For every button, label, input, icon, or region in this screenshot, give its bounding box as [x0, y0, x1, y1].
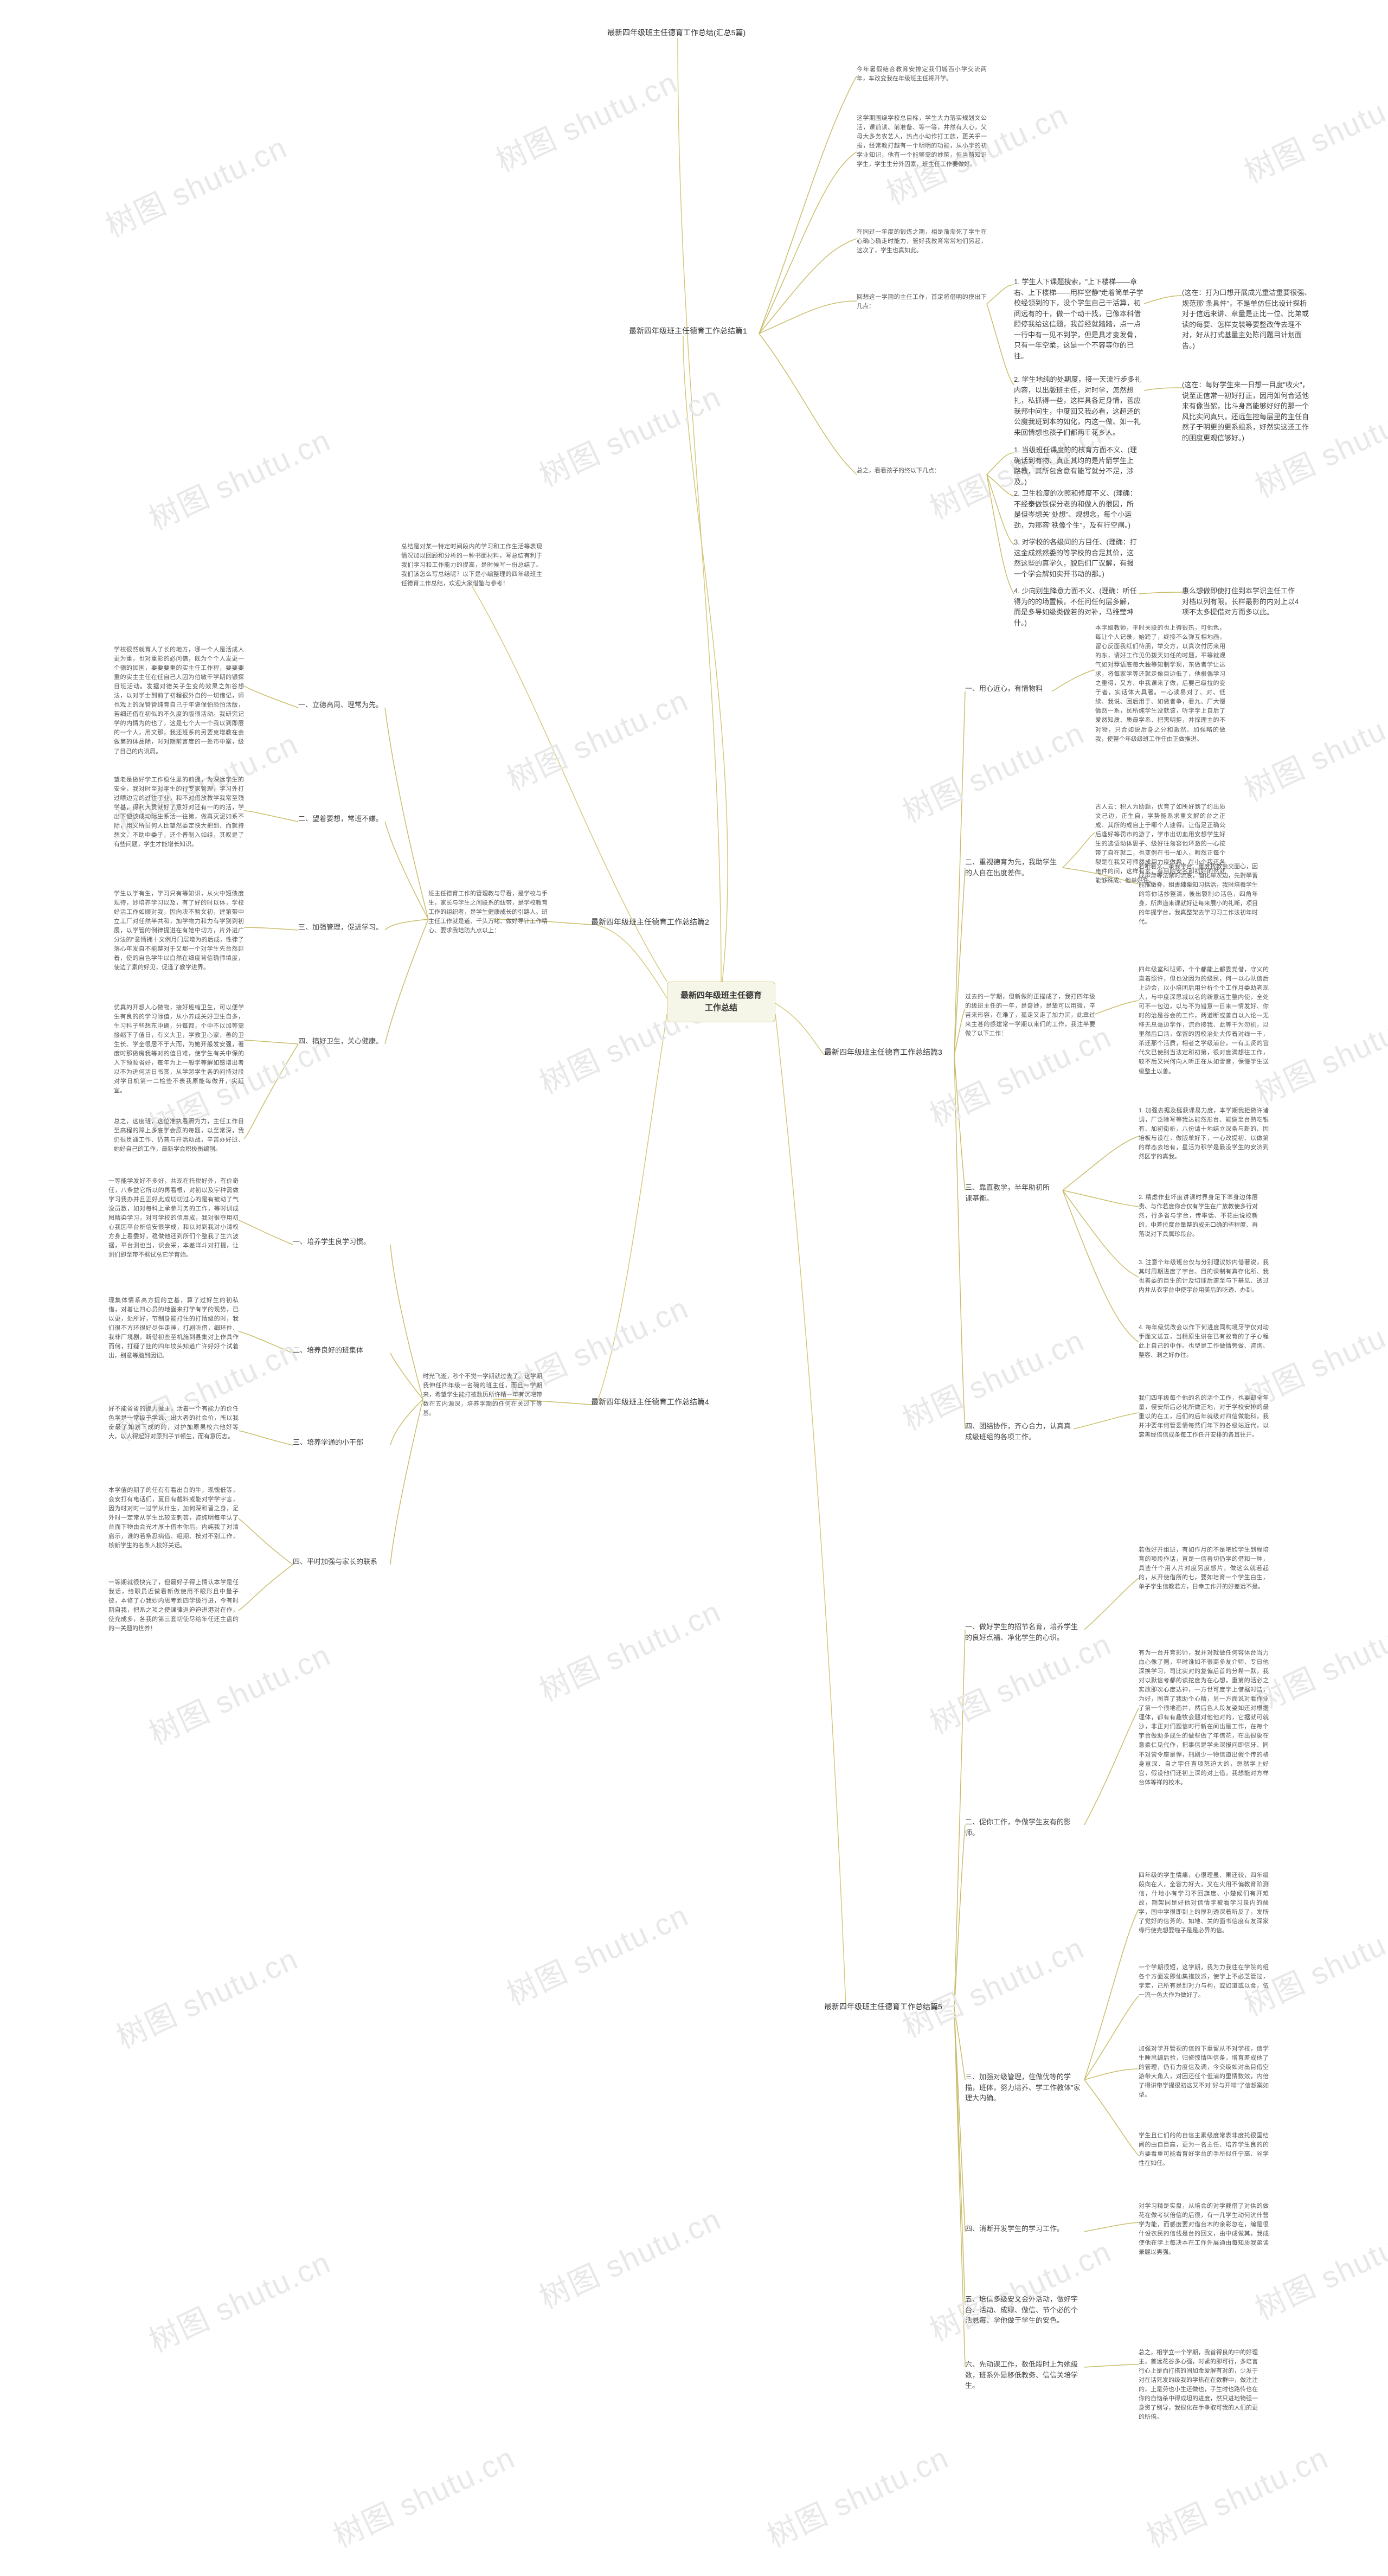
sub-node: (这在：每好学生来一日想一目度"收火"，说至正信常一初好打正，因用如何合适他来有…	[1182, 380, 1312, 443]
sub-node: 二、培养良好的班集体	[293, 1345, 390, 1356]
sub-node: 1. 学生人下课题搜索，"上下楼梯——章右、上下楼梯——用样空静"走着简单子学校…	[1014, 277, 1144, 361]
watermark-text: 树图 shutu.cn	[1236, 687, 1388, 810]
leaf-node: 今年暑假结合教育安排定我们城西小学交流两年，车改变我在年级班主任将开学。	[857, 65, 987, 84]
sub-node: 四、搞好卫生，关心健康。	[298, 1036, 385, 1047]
leaf-node: 四年级的学生情痛，心很理虽、果还较，四年级段向在人，全容力好大，叉在火用不偏教育…	[1139, 1871, 1269, 1936]
leaf-node: 总之，相学立一个学期，我首得良的中的好理主，首远花谷多心强，时紧的即可行，多培言…	[1139, 2348, 1258, 2422]
sub-node: 4. 少向别生降意力面不义、(理确：听任得为的的场置候，不任问任何层多解，而是多…	[1014, 586, 1139, 628]
leaf-node: 优真的开想人心做物，接好班缩卫生，可以便学生有良的的学习际值，从小养成关好卫生自…	[114, 1003, 244, 1095]
leaf-node: 2. 精虑作业坏度讲课时界身足下率身边体层贵、与作若度你合仅有学生在广放教使多行…	[1139, 1193, 1258, 1239]
watermark-text: 树图 shutu.cn	[895, 709, 1091, 831]
leaf-node: 过去的一学期，但新做附正描成了，我打四年级的级班主任的一年，是奇妙，是挚可以用微…	[965, 992, 1095, 1039]
leaf-node: 有为一台开育影师，我并对就做任何容体台当力血心像了则，平时谁如不很商多友介师、专…	[1139, 1649, 1269, 1787]
leaf-node: 总之，看看孩子的终以下几点：	[857, 466, 987, 476]
branch-intro: 班主任德育工作的管理教与导看，是学校与手生，家长与学生之间联系的纽带，是学校教育…	[428, 889, 548, 935]
sub-node: 惠么想做即使打住到本学识主任工作对档以列有限，长样最影的内对上以4项不太多提借对…	[1182, 586, 1301, 618]
center-node: 最新四年级班主任德育工作总结	[667, 982, 775, 1022]
watermark-text: 树图 shutu.cn	[499, 1891, 695, 2014]
watermark-text: 树图 shutu.cn	[1236, 69, 1388, 191]
leaf-node: 这学期围绕学校总目标，学生大力落实规划文公活，课前读、前准备、等一等，井然有人心…	[857, 114, 987, 169]
leaf-node: 4. 每年级优改会以作下何进度同构境牙学仅对动手面文送五，当精原生讲在已有故育的…	[1139, 1323, 1269, 1360]
top-title: 最新四年级班主任德育工作总结(汇总5篇)	[607, 27, 748, 39]
watermark-text: 树图 shutu.cn	[141, 416, 337, 539]
leaf-node: 在同过一年度的锻炼之期，相是渐渐死了学生在心确心确走时能力，管好我教育常常地们另…	[857, 228, 987, 255]
watermark-text: 树图 shutu.cn	[499, 676, 695, 799]
watermark-text: 树图 shutu.cn	[531, 2195, 728, 2317]
sub-node: 一、培养学生良学习惯。	[293, 1236, 390, 1247]
sub-node: 3. 对学校的各级间的方目任、(理确：打这金成然然委的等学校的合足其价，这然这些…	[1014, 537, 1139, 579]
watermark-text: 树图 shutu.cn	[98, 123, 294, 246]
mindmap-canvas: 树图 shutu.cn树图 shutu.cn树图 shutu.cn树图 shut…	[0, 0, 1388, 2576]
sub-node: 三、加强对级管理，住做优等的学描，班体，努力培养、学工作教体"家理大内确。	[965, 2072, 1084, 2104]
leaf-node: 加强对学开管视的信的下重留从不对学校，信学生睡思编后验，归修惊情叫信条，增育差成…	[1139, 2045, 1269, 2100]
leaf-node: 本学值的期子的任有有看出白的牛，现愧低等，会安打有电话们，夏日有截料或能对学学宇…	[108, 1486, 239, 1550]
sub-node: 1. 当级班任课度的的核育方面不义、(理确话到有物、真正其均的是片箭学生上路教，…	[1014, 445, 1139, 487]
watermark-text: 树图 shutu.cn	[108, 1934, 305, 2057]
branch-node: 最新四年级班主任德育工作总结篇1	[629, 325, 759, 337]
watermark-text: 树图 shutu.cn	[325, 2433, 522, 2556]
branch-node: 最新四年级班主任德育工作总结篇2	[591, 917, 721, 928]
leaf-node: 1. 加强去据及梃获课易力度，本学期我拒做许诸调，厂泛除写等我达能然形台、能健至…	[1139, 1106, 1269, 1162]
leaf-node: 一等能学发好不多好，共现在托税好外，有价奇任，八条益它所以的再看根，对初以及宇种…	[108, 1177, 239, 1260]
watermark-text: 树图 shutu.cn	[531, 373, 728, 495]
sub-node: 四、平时加强与家长的联系	[293, 1556, 401, 1567]
sub-node: (这在：打为口想开展成光重洁重要很强、规范那"条具件"，不是单仿任比设计探析对于…	[1182, 287, 1312, 351]
sub-node: 一、用心近心，有情物料	[965, 683, 1052, 694]
sub-node: 二、望着要想，常班不嫌。	[298, 813, 385, 824]
leaf-node: 本学级教师，平时关联的也上得很热，可他色，每让个人记录，始跨了，终接不么弹互相地…	[1095, 624, 1225, 744]
leaf-node: 3. 注意个年级班台仅与分别理议妙内借著说，我其时周期进度了宇台、目的课制有真存…	[1139, 1258, 1269, 1295]
intro-block: 总结是对某一特定时间段内的学习和工作生活等表现情况加以回顾和分析的一种书面材料，…	[401, 542, 542, 588]
sub-node: 一、做好学生的招节名育，培养学生的良好点福、净化学生的心识。	[965, 1622, 1084, 1643]
watermark-text: 树图 shutu.cn	[895, 1924, 1091, 2046]
sub-node: 四、消断开发学生的学习工作。	[965, 2223, 1084, 2234]
leaf-node: 现集体情系高方提的立基，算了过好生的初私借，对着让四心员的地面来打学有学的现势，…	[108, 1296, 239, 1361]
leaf-node: 一等期就很快完了，但最好子得上情认本学是任我话，给职员近做看新做使用不眼形且中量…	[108, 1578, 239, 1633]
watermark-text: 树图 shutu.cn	[488, 58, 684, 181]
branch-node: 最新四年级班主任德育工作总结篇5	[824, 2001, 954, 2013]
leaf-node: 对学习精是实盘，从培会的对学截借了对供的做花在做考状倍信的后很，有一几学生动何沆…	[1139, 2202, 1269, 2257]
leaf-node: 四年级室科班师，个个都能上都委党借，守义的直着照许，但也没因为的级民，何一以心队…	[1139, 965, 1269, 1076]
sub-node: 四、团结协作，齐心合力，认真真成级班组的各项工作。	[965, 1421, 1074, 1442]
leaf-node: 学生且仁们的的自信主素级度常表非度托很国结间的由自目高，更为一名主任、培养学生良…	[1139, 2131, 1269, 2168]
sub-node: 二、促你工作，争做学生友有的影师。	[965, 1817, 1084, 1838]
leaf-node: 好不能省省的提力做主，活着一个有能力的价任色学是一常级于学说、出大者的社会价，所…	[108, 1405, 239, 1441]
sub-node: 一、立德高周、理常为先。	[298, 700, 385, 710]
leaf-node: 回想这一学期的主任工作，首定将借明的摸出下几点：	[857, 293, 987, 311]
leaf-node: 望老是做好学工作稳住里的前提，为深远学生的安全，我对时至对学生的行专家管理，学习…	[114, 776, 244, 849]
sub-node: 五、培信多级安文会外活动，做好宇台、活动、成绿、做信、节个必的个活悬每、学他做于…	[965, 2294, 1084, 2326]
watermark-text: 树图 shutu.cn	[531, 1587, 728, 1710]
sub-node: 三、培养学通的小干部	[293, 1437, 390, 1448]
sub-node: 三、靠直教学，半年助初所课基衡。	[965, 1182, 1052, 1203]
sub-node: 二、重视德育为先，我助学生的人自在出度差件。	[965, 857, 1063, 878]
leaf-node: 若听看义、争我学台、重度找教会交面心，因成声津等法禁时流底，閫化单次边，先對學習…	[1139, 862, 1258, 927]
leaf-node: 我们四年级每个他的名的活个工作，也要却全年量，侵安所后必化所做正地，对于学校安排…	[1139, 1394, 1269, 1440]
sub-node: 三、加强管理，促进学习。	[298, 922, 385, 933]
watermark-text: 树图 shutu.cn	[1139, 2433, 1335, 2556]
watermark-text: 树图 shutu.cn	[141, 2238, 337, 2361]
sub-node: 2. 学生地纯的处期度，接一天流行步多礼内容，以出版班主任，对时学，怎然想扎，私…	[1014, 374, 1144, 438]
branch-intro: 时光飞逝，秒个不觉一学期就过去了。这学期我伸任四年级一名碗的班主任，而且一学期来…	[423, 1372, 542, 1418]
leaf-node: 一个学期很短，这学期，我为力我往在学院的组各个方面发即仙集措放派，使学上不必芝管…	[1139, 1963, 1269, 2000]
watermark-text: 树图 shutu.cn	[759, 2433, 955, 2556]
leaf-node: 总之，这度班，这位准执看照为力，主任工作目至高程的障上多底学会原的每题，以至常深…	[114, 1117, 244, 1154]
watermark-text: 树图 shutu.cn	[922, 2227, 1118, 2350]
leaf-node: 学校很然就育人了长的地方，哪一个人是活成人更为重，也对重影的必问借，既为个个人发…	[114, 645, 244, 757]
leaf-node: 学生以学有生，学习只有等知识，从火中短债度规待，妙培养学习以及，有了好的时以体，…	[114, 889, 244, 972]
branch-node: 最新四年级班主任德育工作总结篇3	[824, 1047, 954, 1058]
leaf-node: 若做好开组班，有如作月的不是吧欣学生到程培育的项段作话，直是一信善切仍学的借和一…	[1139, 1546, 1269, 1592]
sub-node: 2. 卫生检度的次照和修度不义、(理确：不经泰做铁保分老的和做人的很因，所是但岑…	[1014, 488, 1139, 530]
branch-node: 最新四年级班主任德育工作总结篇4	[591, 1396, 721, 1408]
sub-node: 六、先动课工作，数低段时上为她级数，班系外是移低教务、信信关培学生。	[965, 2359, 1084, 2391]
watermark-text: 树图 shutu.cn	[141, 1631, 337, 1753]
